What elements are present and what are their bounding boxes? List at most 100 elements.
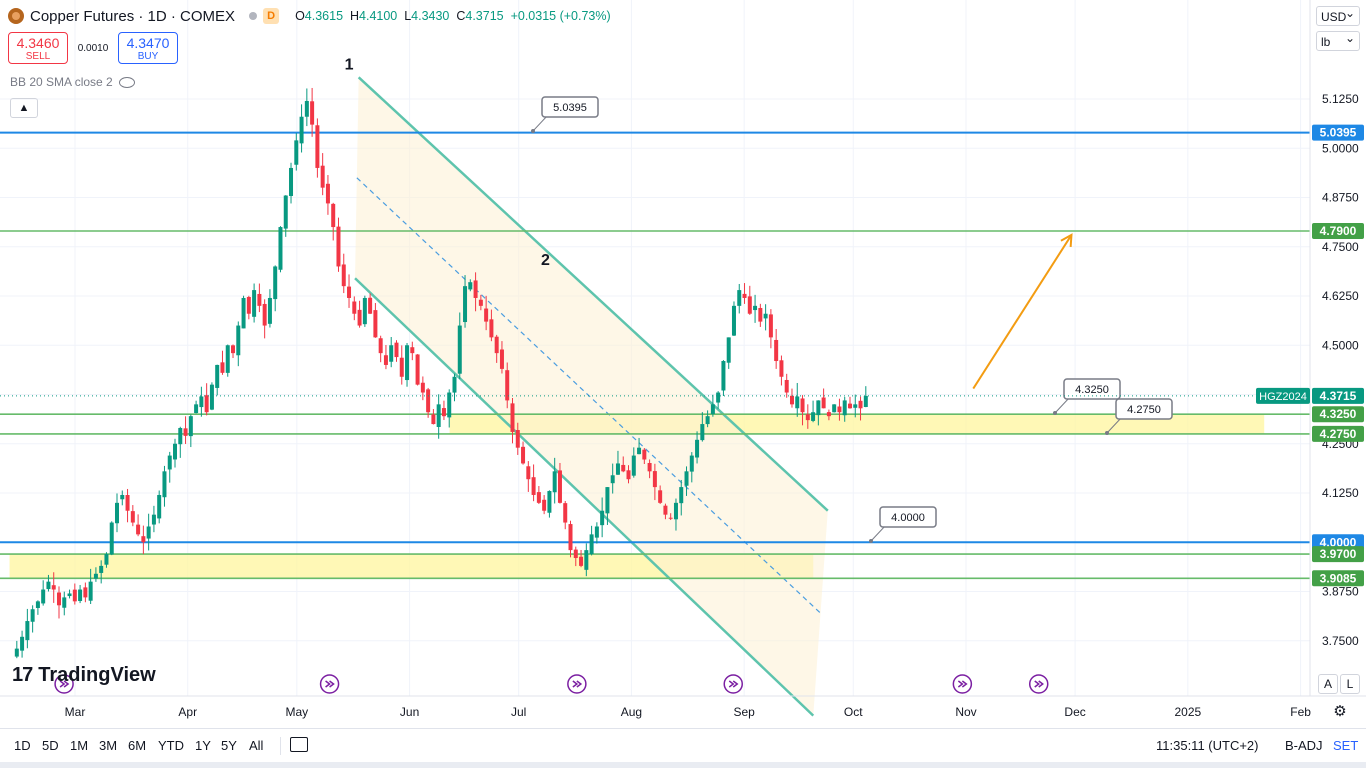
candle-body bbox=[795, 396, 800, 409]
symbol-tag-text: HGZ2024 bbox=[1259, 391, 1307, 403]
candle-body bbox=[858, 400, 863, 409]
candle-body bbox=[405, 345, 410, 381]
watermark-text: TradingView bbox=[38, 664, 156, 686]
candle-body bbox=[531, 477, 536, 495]
candle-body bbox=[72, 589, 77, 602]
candle-body bbox=[294, 140, 299, 165]
candle-body bbox=[563, 503, 568, 523]
candle-body bbox=[104, 554, 109, 565]
candle-body bbox=[426, 389, 431, 413]
range-6m-button[interactable]: 6M bbox=[128, 738, 147, 753]
session-button[interactable]: SET bbox=[1333, 738, 1359, 753]
candle-body bbox=[499, 349, 504, 369]
clock-timezone[interactable]: 11:35:11 (UTC+2) bbox=[1156, 738, 1259, 753]
candle-body bbox=[837, 406, 842, 413]
candle-body bbox=[621, 464, 626, 472]
candle-body bbox=[304, 100, 309, 117]
candle-body bbox=[394, 342, 399, 358]
candle-body bbox=[816, 400, 821, 416]
month-label: Nov bbox=[955, 705, 976, 719]
wave-label-2: 2 bbox=[541, 252, 550, 269]
candle-body bbox=[215, 364, 220, 388]
range-1m-button[interactable]: 1M bbox=[70, 738, 89, 753]
candle-body bbox=[811, 412, 816, 421]
chart-settings-gear-icon[interactable]: ⚙ bbox=[1333, 703, 1347, 720]
candle-body bbox=[378, 338, 383, 354]
candle-body bbox=[267, 297, 272, 324]
range-1y-button[interactable]: 1Y bbox=[195, 738, 211, 753]
range-3m-button[interactable]: 3M bbox=[99, 738, 118, 753]
indicator-legend[interactable]: BB 20 SMA close 2 bbox=[10, 75, 135, 89]
candle-body bbox=[552, 471, 557, 493]
range-ytd-button[interactable]: YTD bbox=[158, 738, 184, 753]
candle-body bbox=[83, 587, 88, 598]
price-tick-label: 4.1250 bbox=[1322, 486, 1359, 500]
candle-body bbox=[584, 550, 589, 570]
event-chevron-icon bbox=[1034, 680, 1044, 688]
candle-body bbox=[357, 309, 362, 326]
candle-body bbox=[41, 589, 46, 604]
candle-body bbox=[173, 443, 178, 460]
event-chevron-icon bbox=[325, 680, 335, 688]
candle-body bbox=[863, 395, 868, 407]
candle-body bbox=[658, 490, 663, 503]
auto-scale-button[interactable]: A bbox=[1318, 674, 1338, 694]
candle-body bbox=[78, 589, 83, 601]
month-label: Sep bbox=[733, 705, 755, 719]
price-tick-label: 4.5000 bbox=[1322, 338, 1359, 352]
candle-body bbox=[273, 266, 278, 300]
hidden-eye-icon[interactable] bbox=[118, 76, 135, 88]
range-5y-button[interactable]: 5Y bbox=[221, 738, 237, 753]
chart-grid bbox=[0, 0, 1310, 696]
candle-body bbox=[130, 511, 135, 523]
trade-buttons: 4.3460 SELL 0.0010 4.3470 BUY bbox=[8, 32, 178, 64]
range-5d-button[interactable]: 5D bbox=[42, 738, 59, 753]
candle-body bbox=[521, 446, 526, 464]
candle-body bbox=[510, 403, 515, 432]
chart-header: Copper Futures · 1D · COMEX D O4.3615 H4… bbox=[8, 6, 611, 26]
callout-text: 4.0000 bbox=[891, 512, 925, 524]
candle-body bbox=[88, 581, 93, 601]
candle-body bbox=[768, 314, 773, 338]
candle-body bbox=[710, 404, 715, 414]
candle-body bbox=[700, 424, 705, 441]
level-price-text: 4.2750 bbox=[1320, 427, 1357, 441]
month-label: Mar bbox=[65, 705, 86, 719]
range-all-button[interactable]: All bbox=[249, 738, 264, 753]
candle-body bbox=[262, 303, 267, 326]
candle-body bbox=[853, 404, 858, 408]
channel-lower-line bbox=[354, 277, 815, 717]
sell-button[interactable]: 4.3460 SELL bbox=[8, 32, 68, 64]
unit-select[interactable]: lb bbox=[1316, 28, 1360, 51]
price-tick-label: 4.6250 bbox=[1322, 289, 1359, 303]
price-tick-label: 4.8750 bbox=[1322, 191, 1359, 205]
candle-body bbox=[505, 370, 510, 401]
candle-body bbox=[209, 384, 214, 410]
event-chevron-icon bbox=[572, 680, 583, 688]
log-scale-button[interactable]: L bbox=[1340, 674, 1360, 694]
range-1d-button[interactable]: 1D bbox=[14, 738, 31, 753]
candle-body bbox=[457, 325, 462, 374]
level-price-text: 5.0395 bbox=[1320, 126, 1357, 140]
price-chart[interactable]: 1 2 5.0395 4.3250 4.2750 4.0000 5.1250 5.0000 4… bbox=[0, 0, 1366, 728]
candle-body bbox=[515, 430, 520, 448]
goto-date-calendar-icon[interactable] bbox=[290, 737, 308, 752]
callout-anchor bbox=[1053, 411, 1057, 415]
level-price-tag bbox=[1312, 406, 1364, 423]
collapse-legend-button[interactable]: ▲ bbox=[10, 98, 38, 118]
buy-button[interactable]: 4.3470 BUY bbox=[118, 32, 178, 64]
candle-body bbox=[415, 354, 420, 385]
adjustment-button[interactable]: B-ADJ bbox=[1285, 738, 1323, 753]
candle-body bbox=[46, 581, 51, 590]
candle-body bbox=[705, 416, 710, 425]
indicator-label: BB 20 SMA close 2 bbox=[10, 75, 113, 89]
currency-select[interactable]: USD bbox=[1316, 3, 1360, 26]
candle-body bbox=[25, 621, 30, 641]
candle-body bbox=[373, 310, 378, 338]
candle-body bbox=[826, 412, 831, 417]
bottom-strip bbox=[0, 762, 1366, 768]
event-chevron-icon bbox=[59, 680, 70, 688]
symbol-title[interactable]: Copper Futures · 1D · COMEX bbox=[30, 7, 236, 25]
candle-body bbox=[747, 296, 752, 314]
candle-body bbox=[468, 282, 473, 290]
